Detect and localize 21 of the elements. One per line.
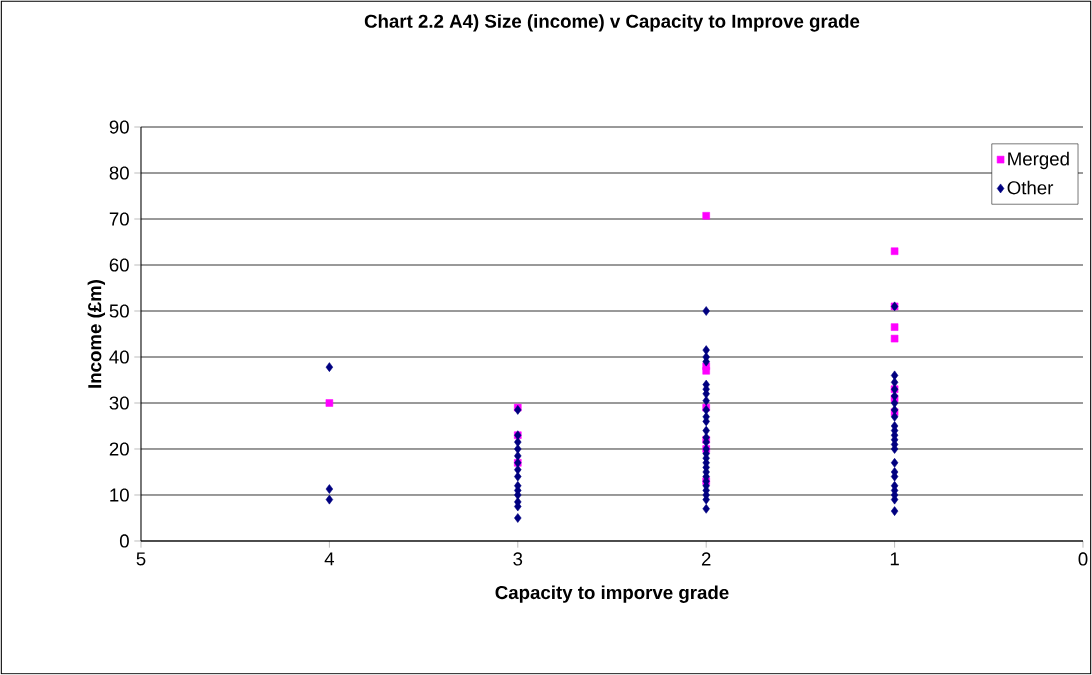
y-tick-label: 60 <box>109 258 129 272</box>
x-tick-label: 1 <box>890 552 899 566</box>
y-tick-label: 70 <box>109 212 129 226</box>
legend-label: Other <box>1007 180 1054 195</box>
y-tick-label: 30 <box>109 396 129 410</box>
y-tick-label: 90 <box>109 120 129 134</box>
y-tick-label: 50 <box>109 304 129 318</box>
y-tick-label: 80 <box>109 166 129 180</box>
chart-title: Chart 2.2 A4) Size (income) v Capacity to Improve grade <box>364 14 860 32</box>
x-tick-label: 4 <box>324 552 335 566</box>
x-tick-label: 5 <box>136 552 146 566</box>
legend-label: Merged <box>1008 151 1069 170</box>
x-axis-title: Capacity to imporve grade <box>495 585 729 603</box>
y-axis-title: Income (£m) <box>87 279 106 388</box>
x-tick-label: 0 <box>1078 552 1088 566</box>
y-tick-label: 10 <box>110 488 129 502</box>
x-tick-label: 3 <box>513 552 523 566</box>
x-tick-label: 2 <box>701 552 711 566</box>
y-tick-label: 40 <box>109 350 129 364</box>
y-tick-label: 20 <box>109 442 129 456</box>
y-tick-label: 0 <box>119 534 129 548</box>
